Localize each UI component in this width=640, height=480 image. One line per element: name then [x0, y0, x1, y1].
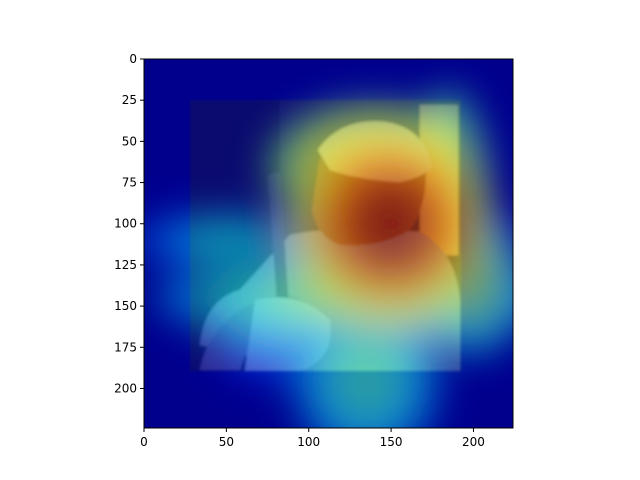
heat-blob-7-ring-2 [343, 176, 439, 272]
y-tick-label: 200 [114, 381, 137, 395]
y-tick-label: 50 [122, 134, 137, 148]
y-tick-label: 150 [114, 299, 137, 313]
y-axis: 0 25 50 75 100 125 150 175 200 [114, 52, 144, 395]
heat-overlay [144, 59, 513, 428]
x-tick-label: 100 [297, 435, 320, 449]
y-tick-label: 175 [114, 340, 137, 354]
heat-blob-1-ring-2 [181, 226, 271, 255]
plot-area [144, 59, 513, 428]
x-tick-label: 200 [462, 435, 485, 449]
x-tick-label: 0 [140, 435, 148, 449]
y-tick-label: 75 [122, 176, 137, 190]
x-tick-label: 150 [380, 435, 403, 449]
x-axis: 0 50 100 150 200 [140, 428, 485, 449]
x-tick-label: 50 [219, 435, 234, 449]
y-tick-label: 125 [114, 258, 137, 272]
y-tick-label: 25 [122, 93, 137, 107]
y-tick-label: 100 [114, 217, 137, 231]
y-tick-label: 0 [129, 52, 137, 66]
heat-blob-2-ring-2 [331, 340, 401, 420]
heat-layer [144, 89, 513, 428]
plot-frame [143, 58, 514, 429]
